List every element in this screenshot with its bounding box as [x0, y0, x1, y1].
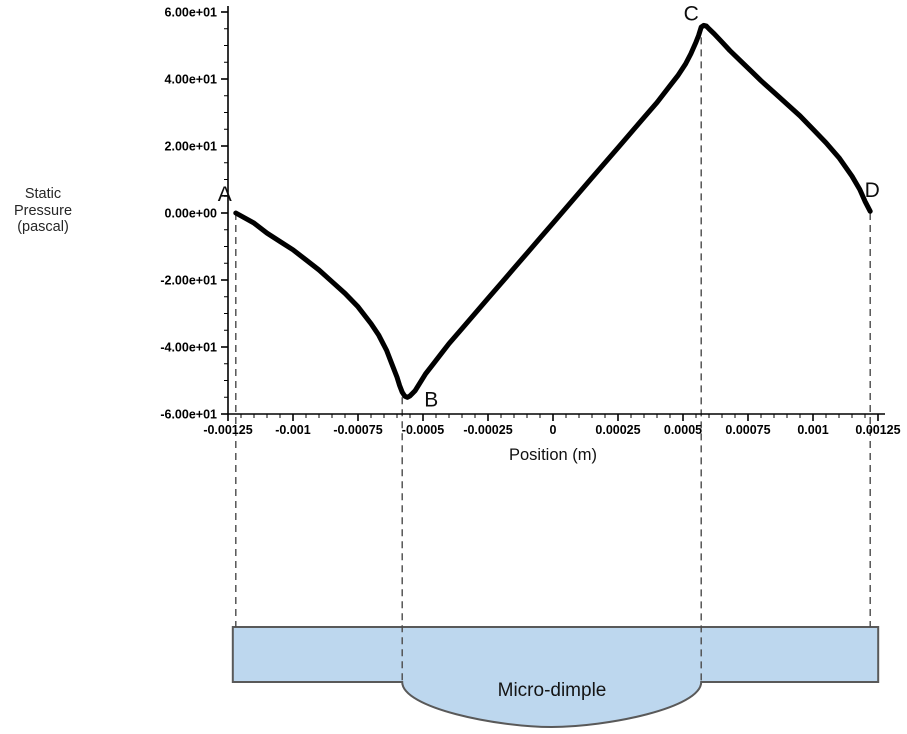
y-tick-label: 0.00e+00 — [165, 207, 218, 221]
y-tick-label: 2.00e+01 — [165, 140, 218, 154]
y-axis-title-line: Static — [24, 186, 62, 202]
y-tick-label: -4.00e+01 — [160, 341, 217, 355]
x-tick-label: -0.0005 — [402, 423, 444, 437]
point-label-C: C — [684, 2, 699, 25]
x-tick-label: 0.00075 — [725, 423, 770, 437]
y-axis-title: Static Pressure (pascal) — [2, 186, 84, 236]
x-tick-label: 0.00025 — [595, 423, 640, 437]
annotation-letters: A B C D — [218, 2, 880, 411]
y-axis: 6.00e+01 4.00e+01 2.00e+01 0.00e+00 -2.00e+0… — [160, 6, 228, 422]
point-label-B: B — [424, 388, 438, 411]
y-axis-title-line: Pressure — [13, 202, 73, 219]
x-tick-label: -0.00075 — [333, 423, 382, 437]
y-axis-title-line: (pascal) — [17, 219, 69, 235]
x-tick-label: 0.0005 — [664, 423, 702, 437]
pressure-curve — [233, 22, 873, 400]
point-label-D: D — [865, 179, 880, 202]
y-tick-label: 4.00e+01 — [165, 73, 218, 87]
axes — [227, 6, 885, 415]
x-tick-label: -0.00025 — [463, 423, 512, 437]
x-tick-label: -0.00125 — [203, 423, 252, 437]
x-tick-label: 0 — [550, 423, 557, 437]
x-tick-label: 0.001 — [797, 423, 828, 437]
point-label-A: A — [218, 183, 232, 206]
x-axis: -0.00125 -0.001 -0.00075 -0.0005 -0.00025 0 0.… — [203, 414, 901, 437]
x-tick-label: -0.001 — [275, 423, 310, 437]
dashed-guides — [235, 25, 871, 682]
x-axis-title: Position (m) — [508, 446, 598, 464]
micro-dimple-shape — [231, 626, 880, 729]
x-tick-label: 0.00125 — [855, 423, 900, 437]
micro-dimple-label: Micro-dimple — [497, 680, 607, 701]
y-tick-label: -6.00e+01 — [160, 408, 217, 422]
y-tick-label: -2.00e+01 — [160, 274, 217, 288]
y-tick-label: 6.00e+01 — [165, 6, 218, 20]
